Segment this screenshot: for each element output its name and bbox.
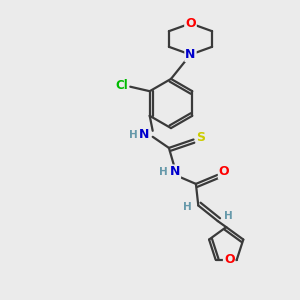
Text: H: H	[182, 202, 191, 212]
Text: N: N	[139, 128, 149, 141]
Text: S: S	[196, 130, 206, 144]
Text: N: N	[185, 48, 196, 61]
Text: H: H	[158, 167, 167, 177]
Text: H: H	[128, 130, 137, 140]
Text: O: O	[219, 165, 230, 178]
Text: H: H	[224, 211, 233, 221]
Text: N: N	[170, 165, 180, 178]
Text: O: O	[185, 17, 196, 30]
Text: O: O	[224, 253, 235, 266]
Text: Cl: Cl	[116, 79, 128, 92]
